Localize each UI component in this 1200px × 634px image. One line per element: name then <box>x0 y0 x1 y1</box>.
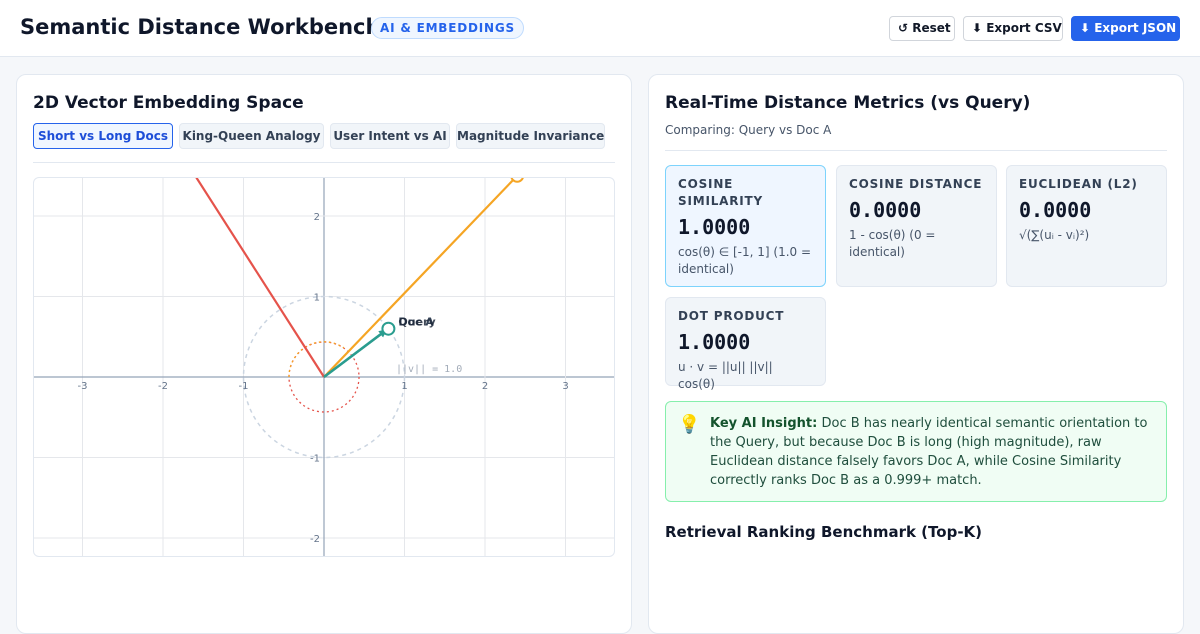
vector-handle-query[interactable] <box>381 321 396 336</box>
metrics-panel: Real-Time Distance Metrics (vs Query) Co… <box>648 74 1184 634</box>
insight-title: Key AI Insight: <box>710 416 818 431</box>
metric-description: √(∑(uᵢ - vᵢ)²) <box>1019 228 1090 242</box>
angle-arc-c <box>288 341 360 413</box>
metric-label: COSINE SIMILARITY <box>678 177 764 208</box>
vector-handle-doc-b[interactable] <box>510 178 524 183</box>
tabs-divider <box>33 162 615 163</box>
metric-value: 0.0000 <box>1019 198 1092 222</box>
reset-button[interactable]: ↺ Reset <box>889 16 955 41</box>
vector-plot[interactable]: ||v|| = 1.0 -3 -2 -1 1 2 3 2 1 -1 -2 Doc A Query <box>33 177 615 557</box>
y-tick-label: -2 <box>310 534 320 545</box>
export-csv-button[interactable]: ⬇ Export CSV <box>963 16 1063 41</box>
metric-description: cos(θ) ∈ [-1, 1] (1.0 = identical) <box>678 245 812 276</box>
app-title: Semantic Distance Workbench <box>20 15 381 39</box>
insight-body: Doc B has nearly identical semantic orie… <box>710 416 1148 488</box>
metric-value: 1.0000 <box>678 215 751 239</box>
metric-card-cosine-distance: COSINE DISTANCE 0.0000 1 - cos(θ) (0 = i… <box>836 165 997 287</box>
angle-arc-b <box>288 341 345 378</box>
vector-doc-c[interactable] <box>195 178 325 378</box>
comparison-label: Comparing: Query vs Doc A <box>665 123 832 137</box>
y-tick-label: -1 <box>310 454 320 465</box>
export-json-button[interactable]: ⬇ Export JSON <box>1071 16 1180 41</box>
x-tick-label: -2 <box>158 381 168 392</box>
x-tick-label: 2 <box>482 381 488 392</box>
tab-king-queen-analogy[interactable]: King-Queen Analogy <box>179 123 324 149</box>
metrics-divider <box>665 150 1167 151</box>
vector-query[interactable] <box>323 329 387 379</box>
metric-value: 0.0000 <box>849 198 922 222</box>
x-tick-label: 3 <box>562 381 568 392</box>
metric-label: DOT PRODUCT <box>678 309 785 323</box>
ranking-section-title: Retrieval Ranking Benchmark (Top-K) <box>665 523 983 541</box>
vector-label-doc-a: Doc A <box>398 316 434 329</box>
metric-card-cosine-similarity: COSINE SIMILARITY 1.0000 cos(θ) ∈ [-1, 1… <box>665 165 826 287</box>
lightbulb-icon: 💡 <box>678 414 701 435</box>
tab-magnitude-invariance[interactable]: Magnitude Invariance <box>456 123 605 149</box>
vector-label-query: Query <box>398 316 435 329</box>
tab-short-vs-long-docs[interactable]: Short vs Long Docs <box>33 123 173 149</box>
vector-doc-b[interactable] <box>323 178 517 378</box>
y-tick-label: 2 <box>314 212 320 223</box>
insight-text: Key AI Insight: Doc B has nearly identic… <box>710 414 1156 490</box>
unit-circle <box>242 295 406 459</box>
metric-label: EUCLIDEAN (L2) <box>1019 177 1138 191</box>
metric-card-euclidean: EUCLIDEAN (L2) 0.0000 √(∑(uᵢ - vᵢ)²) <box>1006 165 1167 287</box>
tab-user-intent-vs-ai[interactable]: User Intent vs AI <box>330 123 450 149</box>
category-badge: AI & EMBEDDINGS <box>371 17 524 39</box>
top-bar: Semantic Distance Workbench AI & EMBEDDI… <box>0 0 1200 57</box>
axis-ticks: -3 -2 -1 1 2 3 2 1 -1 -2 <box>78 212 569 545</box>
metric-value: 1.0000 <box>678 330 751 354</box>
x-tick-label: -3 <box>78 381 88 392</box>
x-tick-label: -1 <box>239 381 249 392</box>
unit-circle-label: ||v|| = 1.0 <box>396 364 462 375</box>
vectors[interactable]: Doc A Query <box>195 178 524 379</box>
metric-description: u · v = ||u|| ||v|| cos(θ) <box>678 360 773 391</box>
metric-label: COSINE DISTANCE <box>849 177 983 191</box>
metric-description: 1 - cos(θ) (0 = identical) <box>849 228 936 259</box>
key-insight-box: 💡 Key AI Insight: Doc B has nearly ident… <box>665 401 1167 502</box>
y-tick-label: 1 <box>314 293 320 304</box>
plot-grid <box>34 178 614 556</box>
metrics-panel-title: Real-Time Distance Metrics (vs Query) <box>665 93 1031 113</box>
embedding-space-panel: 2D Vector Embedding Space Short vs Long … <box>16 74 632 634</box>
x-tick-label: 1 <box>401 381 407 392</box>
vector-plot-canvas[interactable]: ||v|| = 1.0 -3 -2 -1 1 2 3 2 1 -1 -2 Doc A Query <box>34 178 614 556</box>
metric-card-dot-product: DOT PRODUCT 1.0000 u · v = ||u|| ||v|| c… <box>665 297 826 391</box>
embedding-panel-title: 2D Vector Embedding Space <box>33 93 304 113</box>
